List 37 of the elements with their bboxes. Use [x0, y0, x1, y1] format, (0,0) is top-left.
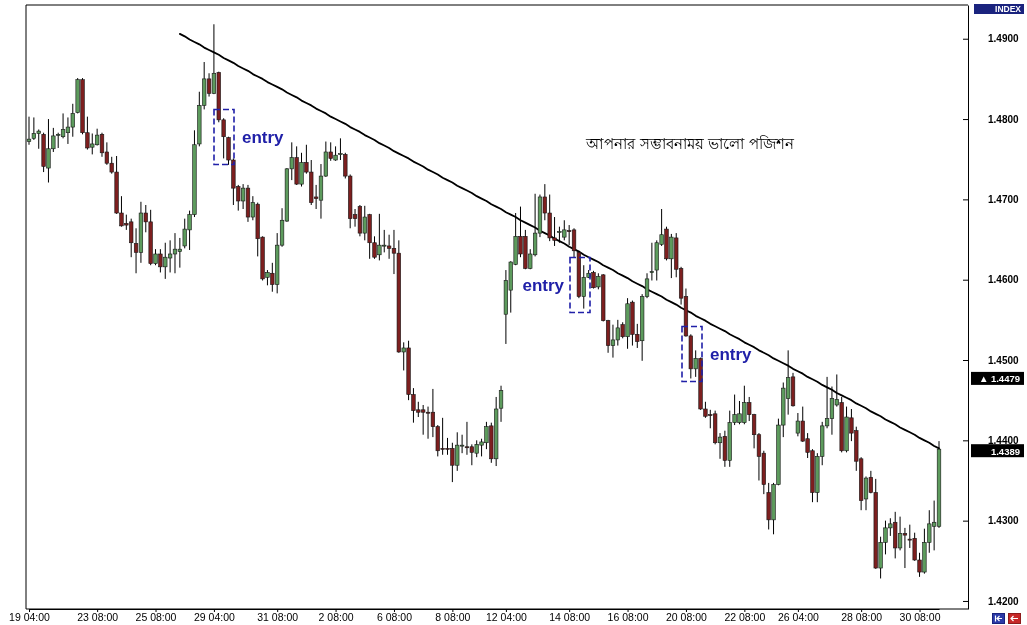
y-tick-label: 1.4400	[988, 435, 1020, 447]
text: ▲ 1.4479	[978, 373, 1020, 385]
x-tick-label: 28 08:00	[841, 611, 883, 624]
text: INDEX	[995, 4, 1022, 15]
y-tick-label: 1.4300	[988, 515, 1020, 527]
annotation: entry	[242, 128, 285, 147]
candlestick	[610, 324, 616, 359]
candlestick	[172, 232, 178, 274]
y-tick-label: 1.4800	[988, 113, 1020, 125]
candlestick	[425, 406, 431, 440]
x-tick-label: 19 04:00	[9, 611, 51, 624]
x-tick-label: 23 08:00	[77, 611, 119, 624]
annotation: entry	[710, 345, 753, 364]
x-tick-label: 26 04:00	[777, 611, 819, 624]
y-tick-label: 1.4200	[988, 595, 1020, 607]
candlestick	[902, 527, 908, 569]
x-tick-label: 16 08:00	[607, 611, 649, 624]
text: আপনার সম্ভাবনাময় ভালো পজিশন	[584, 135, 796, 153]
annotation: entry	[522, 276, 565, 295]
x-tick-label: 25 08:00	[135, 611, 177, 624]
x-tick-label: 22 08:00	[724, 611, 766, 624]
x-tick-label: 31 08:00	[257, 611, 299, 624]
candlestick	[65, 116, 71, 145]
x-tick-label: 8 08:00	[435, 611, 471, 624]
text: 1.4389	[990, 445, 1020, 457]
x-tick-label: 29 04:00	[193, 611, 236, 624]
x-tick-label: 2 08:00	[318, 611, 354, 624]
x-tick-label: 30 08:00	[899, 611, 941, 624]
candlestick	[464, 421, 470, 456]
y-tick-label: 1.4600	[988, 274, 1020, 286]
y-tick-label: 1.4700	[988, 194, 1020, 206]
y-tick-label: 1.4500	[988, 354, 1020, 366]
x-tick-label: 12 04:00	[485, 611, 527, 624]
y-tick-label: 1.4900	[988, 33, 1020, 45]
x-tick-label: 20 08:00	[666, 611, 708, 624]
x-tick-label: 6 08:00	[376, 611, 413, 624]
x-tick-label: 14 08:00	[549, 611, 591, 624]
